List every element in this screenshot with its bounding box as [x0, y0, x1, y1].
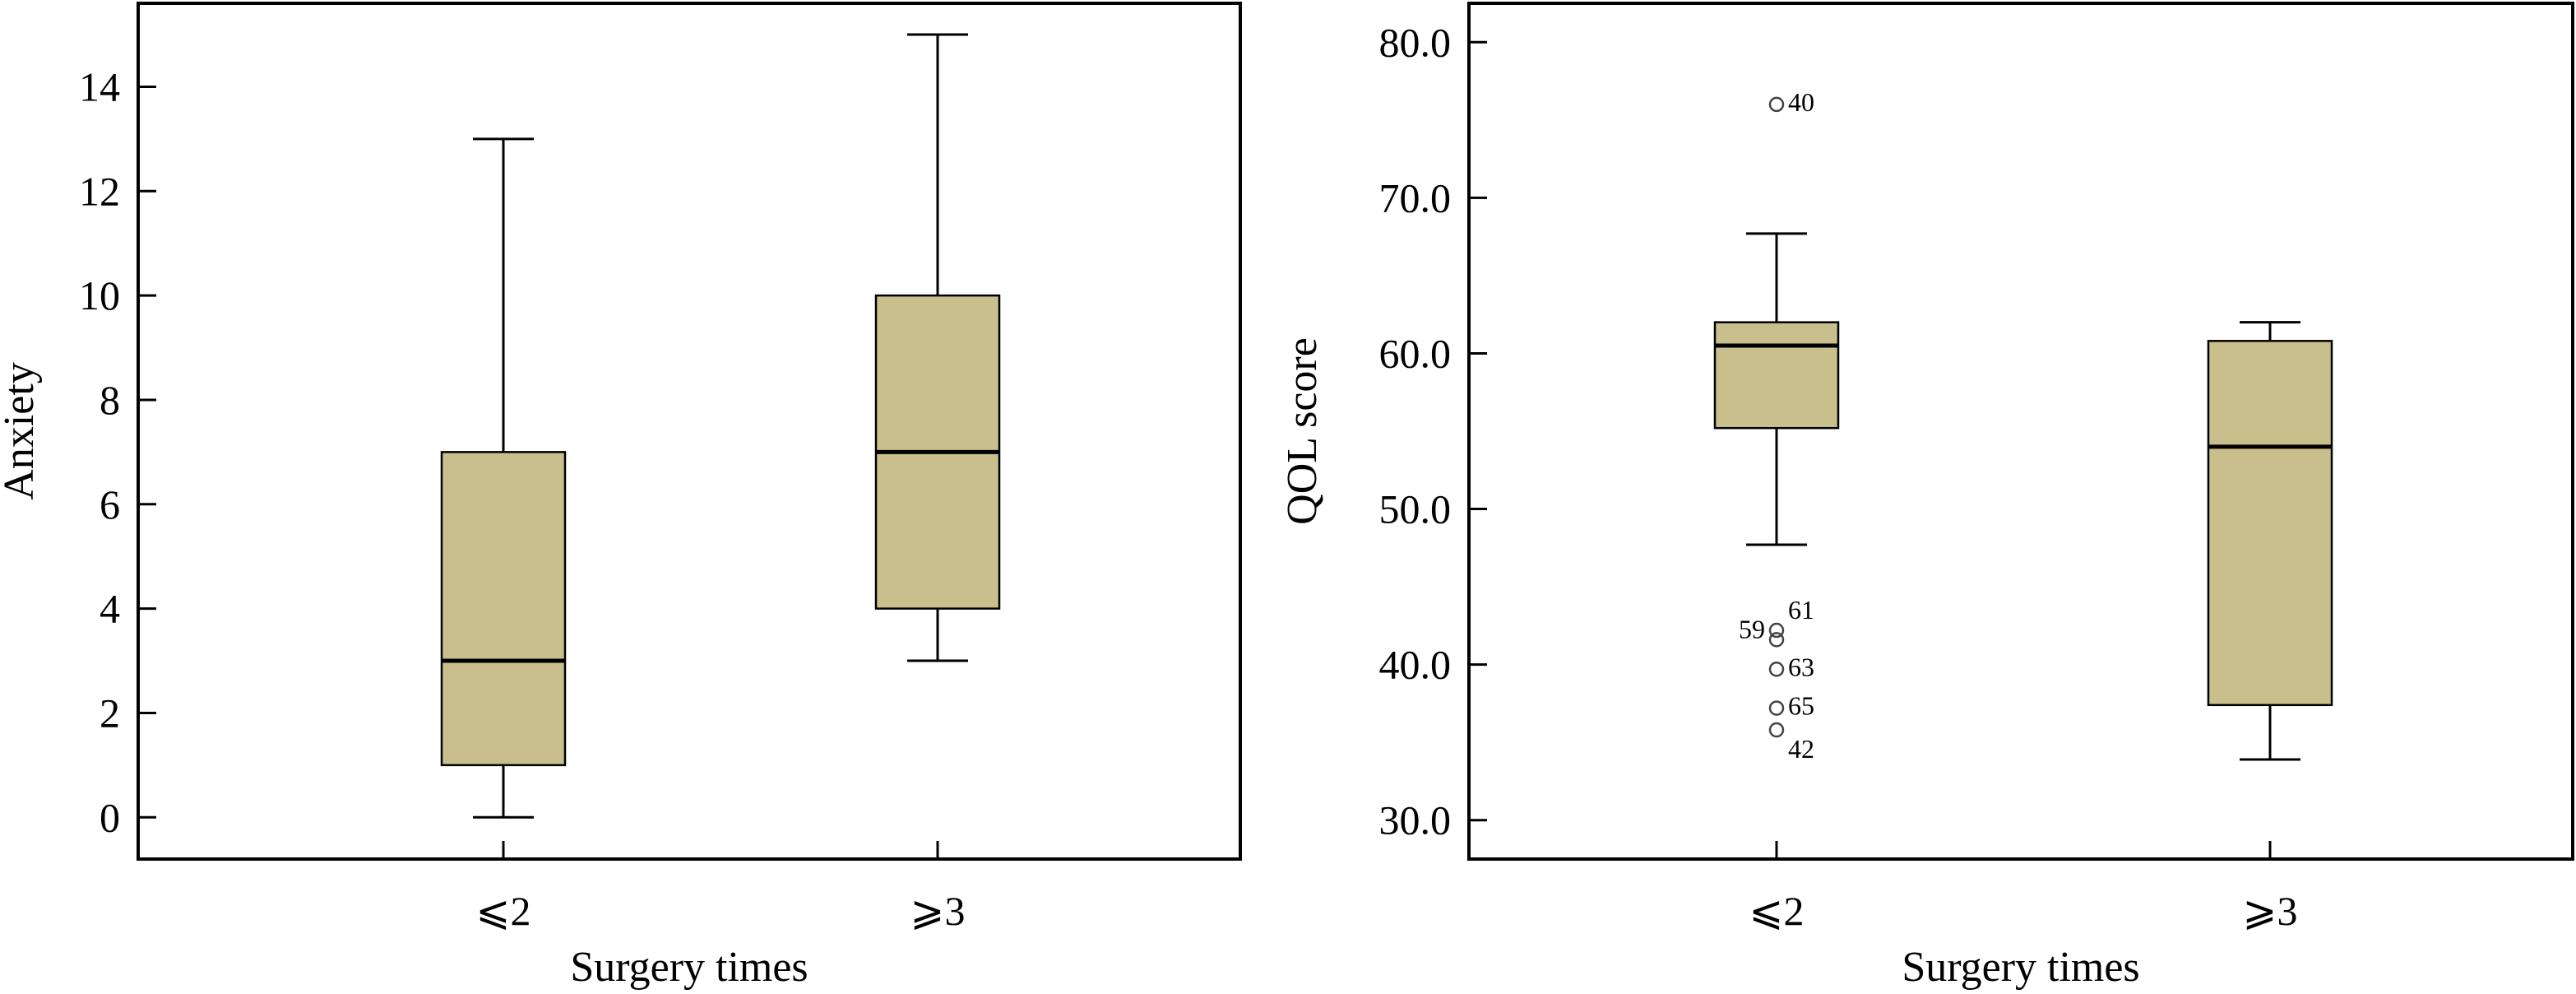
y-tick-label: 14	[79, 63, 120, 109]
outlier-point	[1768, 662, 1785, 677]
y-tick-label: 80.0	[1379, 19, 1452, 65]
x-tick-label: ⩽2	[1749, 888, 1805, 934]
y-tick-label: 0	[100, 794, 120, 840]
anxiety-boxplot: 0 2 4 6 8 10 12 14 ⩽2 ⩾3 Surgery times Anxiety	[0, 2, 1242, 991]
box-1	[440, 137, 567, 819]
y-axis-title: Anxiety	[0, 362, 43, 500]
outlier-label: 65	[1788, 691, 1814, 721]
iqr-box	[440, 451, 567, 767]
outlier-point	[1768, 96, 1785, 113]
y-tick-label: 8	[100, 377, 120, 423]
box-2	[874, 33, 1001, 662]
outlier-label: 42	[1788, 734, 1814, 764]
y-tick-label: 70.0	[1379, 174, 1452, 221]
outlier-label: 63	[1788, 652, 1814, 681]
outlier-point	[1768, 700, 1785, 716]
y-tick-label: 10	[79, 272, 120, 318]
outlier-point	[1768, 722, 1785, 738]
y-tick-label: 6	[100, 481, 120, 527]
iqr-box	[1713, 321, 1840, 430]
outlier-label: 61	[1788, 595, 1814, 625]
y-tick-label: 60.0	[1379, 330, 1452, 376]
iqr-box	[2207, 340, 2333, 707]
y-tick-label: 4	[100, 586, 120, 632]
x-tick-label: ⩾3	[910, 888, 966, 934]
outlier-label: 59	[1739, 614, 1765, 643]
x-axis-title: Surgery times	[1902, 944, 2139, 991]
box-1: 40 61 59 63 65 42	[1713, 87, 1840, 764]
y-tick-label: 50.0	[1379, 486, 1452, 532]
qol-score-boxplot: 30.0 40.0 50.0 60.0 70.0 80.0 ⩽2 ⩾3 Surgery time…	[1279, 2, 2574, 991]
plot-frame	[1467, 2, 2574, 861]
y-tick-label: 40.0	[1379, 642, 1452, 688]
outlier-label: 40	[1788, 87, 1814, 117]
x-axis-title: Surgery times	[570, 944, 808, 991]
x-tick-label: ⩾3	[2243, 888, 2298, 934]
y-axis-title: QOL score	[1279, 337, 1326, 525]
outlier-point	[1768, 632, 1785, 648]
y-tick-label: 30.0	[1379, 797, 1452, 843]
plot-frame	[137, 2, 1242, 861]
y-tick-label: 12	[79, 168, 120, 214]
outlier-point	[1768, 622, 1785, 639]
x-tick-label: ⩽2	[476, 888, 531, 934]
box-2	[2207, 321, 2333, 761]
y-tick-label: 2	[100, 690, 120, 736]
